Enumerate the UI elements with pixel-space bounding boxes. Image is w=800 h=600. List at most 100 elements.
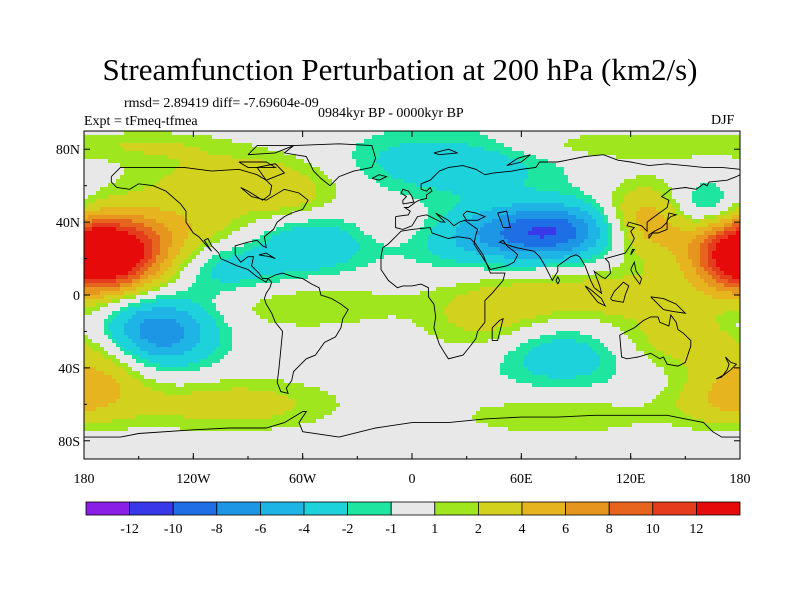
field-cell: [228, 235, 260, 239]
field-cell: [152, 279, 168, 283]
coastline-sri-lanka: [555, 275, 561, 285]
field-cell: [692, 195, 724, 199]
field-cell: [512, 323, 532, 327]
field-cell: [140, 303, 200, 307]
field-cell: [504, 227, 532, 231]
field-cell: [568, 139, 740, 143]
field-cell: [596, 259, 624, 263]
field-cell: [84, 419, 112, 423]
field-cell: [84, 255, 144, 259]
field-cell: [84, 283, 120, 287]
field-cell: [376, 179, 404, 183]
field-cell: [680, 267, 696, 271]
field-cell: [280, 279, 480, 283]
field-cell: [156, 367, 200, 371]
field-cell: [212, 135, 372, 139]
field-cell: [200, 367, 500, 371]
x-tick-label: 0: [409, 472, 416, 487]
field-cell: [220, 327, 232, 331]
field-cell: [316, 191, 336, 195]
field-cell: [736, 227, 740, 231]
field-cell: [176, 383, 184, 387]
field-cell: [708, 283, 724, 287]
field-cell: [144, 363, 160, 367]
field-cell: [600, 251, 608, 255]
field-cell: [84, 395, 120, 399]
field-cell: [548, 159, 740, 163]
field-cell: [700, 275, 712, 279]
field-cell: [336, 407, 480, 411]
field-cell: [716, 271, 724, 275]
field-cell: [200, 251, 220, 255]
field-cell: [232, 387, 248, 391]
field-cell: [564, 203, 592, 207]
field-cell: [232, 339, 444, 343]
field-cell: [232, 139, 364, 143]
field-cell: [440, 255, 504, 259]
field-cell: [692, 215, 704, 219]
field-cell: [708, 399, 740, 403]
field-cell: [416, 231, 432, 235]
field-cell: [124, 351, 132, 355]
field-cell: [308, 175, 328, 179]
field-cell: [468, 143, 504, 147]
field-cell: [116, 279, 132, 283]
field-cell: [180, 427, 272, 431]
field-cell: [720, 211, 728, 215]
field-cell: [420, 199, 460, 203]
field-cell: [588, 227, 600, 231]
field-cell: [156, 259, 164, 263]
field-cell: [508, 351, 528, 355]
field-cell: [696, 187, 720, 191]
field-cell: [644, 235, 696, 239]
coastline-new-guinea: [650, 296, 687, 314]
field-cell: [140, 355, 208, 359]
field-cell: [504, 403, 612, 407]
field-cell: [612, 403, 644, 407]
field-cell: [148, 259, 156, 263]
colorbar-label: 8: [606, 522, 613, 537]
field-cell: [688, 247, 700, 251]
field-cell: [608, 243, 612, 247]
field-cell: [120, 343, 136, 347]
field-cell: [676, 211, 684, 215]
field-cell: [132, 315, 192, 319]
field-cell: [700, 247, 708, 251]
colorbar-box: [696, 501, 741, 516]
field-cell: [220, 259, 348, 263]
field-cell: [640, 323, 720, 327]
colorbar-box: [85, 501, 130, 516]
field-cell: [232, 331, 428, 335]
field-cell: [380, 163, 524, 167]
field-cell: [100, 307, 120, 311]
field-cell: [592, 335, 628, 339]
field-cell: [608, 427, 692, 431]
field-cell: [644, 263, 680, 267]
field-cell: [108, 183, 156, 187]
field-cell: [548, 319, 600, 323]
field-cell: [216, 295, 272, 299]
field-cell: [152, 227, 168, 231]
field-cell: [284, 163, 312, 167]
field-cell: [172, 235, 188, 239]
field-cell: [476, 231, 500, 235]
field-cell: [216, 263, 336, 267]
field-cell: [96, 407, 292, 411]
field-cell: [552, 311, 604, 315]
field-cell: [84, 363, 116, 367]
field-cell: [716, 379, 740, 383]
field-cell: [584, 263, 620, 267]
field-cell: [220, 311, 256, 315]
field-cell: [500, 151, 524, 155]
field-cell: [636, 347, 656, 351]
field-cell: [612, 239, 624, 243]
coastline-sumatra: [584, 285, 607, 307]
field-cell: [716, 235, 728, 239]
field-cell: [424, 223, 436, 227]
field-cell: [220, 239, 252, 243]
field-cell: [140, 291, 148, 295]
field-cell: [556, 331, 580, 335]
field-cell: [120, 163, 180, 167]
field-cell: [384, 167, 528, 171]
field-cell: [284, 411, 332, 415]
